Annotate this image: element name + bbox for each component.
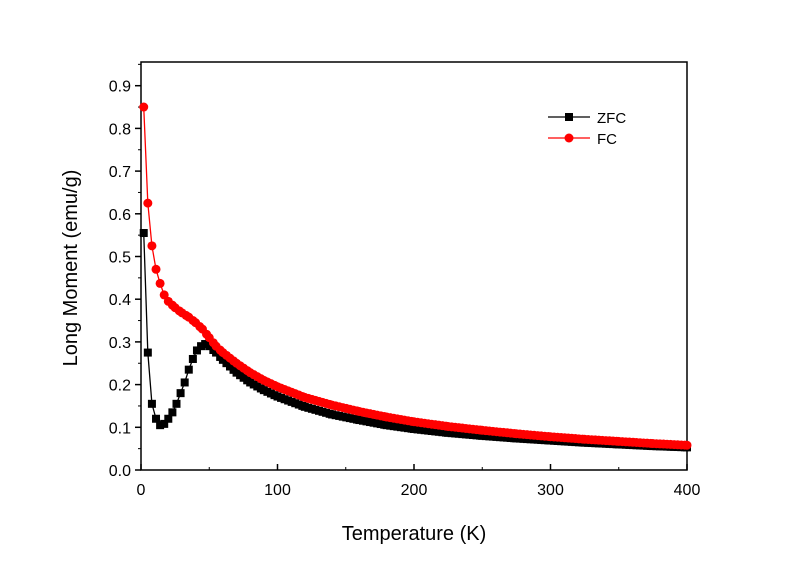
x-tick-label: 400 [674,482,701,499]
series-line-fc [143,107,688,446]
data-point-fc [147,241,157,251]
data-point-fc [151,264,161,274]
data-point-zfc [168,408,177,417]
data-point-zfc [212,348,221,357]
data-point-fc [682,440,692,450]
data-point-fc [159,290,169,300]
data-point-zfc [188,354,197,363]
legend-marker-zfc [565,113,573,121]
legend-label-fc: FC [597,131,617,148]
data-point-zfc [176,389,185,398]
y-tick-label: 0.4 [109,292,131,309]
data-point-zfc [201,340,210,349]
data-point-fc [155,278,165,288]
y-tick-label: 0.0 [109,463,131,480]
data-point-zfc [164,414,173,423]
legend-label-zfc: ZFC [597,110,626,127]
y-tick-label: 0.5 [109,250,131,267]
x-tick-label: 300 [537,482,564,499]
series-line-zfc [143,232,688,449]
y-tick-label: 0.8 [109,121,131,138]
data-point-zfc [180,378,189,387]
data-point-zfc [197,342,206,351]
data-point-fc [143,198,153,208]
y-tick-label: 0.7 [109,164,131,181]
data-point-fc [139,102,149,112]
data-point-zfc [139,229,148,238]
y-tick-label: 0.6 [109,207,131,224]
data-point-zfc [147,399,156,408]
data-point-zfc [152,414,161,423]
y-tick-label: 0.1 [109,420,131,437]
x-tick-label: 0 [137,482,146,499]
legend-marker-fc [564,133,574,143]
y-tick-label: 0.2 [109,378,131,395]
x-tick-label: 200 [401,482,428,499]
y-axis-label: Long Moment (emu/g) [60,170,82,367]
data-point-zfc [160,419,169,428]
data-point-zfc [156,421,165,430]
y-tick-label: 0.3 [109,335,131,352]
data-point-zfc [205,342,214,351]
data-point-zfc [172,399,181,408]
x-tick-label: 100 [264,482,291,499]
data-point-zfc [143,348,152,357]
legend: ZFC FC [548,110,626,148]
y-tick-label: 0.9 [109,79,131,96]
data-point-zfc [192,346,201,355]
data-point-zfc [184,365,193,374]
x-axis-label: Temperature (K) [342,523,487,545]
series-fc [139,102,692,450]
